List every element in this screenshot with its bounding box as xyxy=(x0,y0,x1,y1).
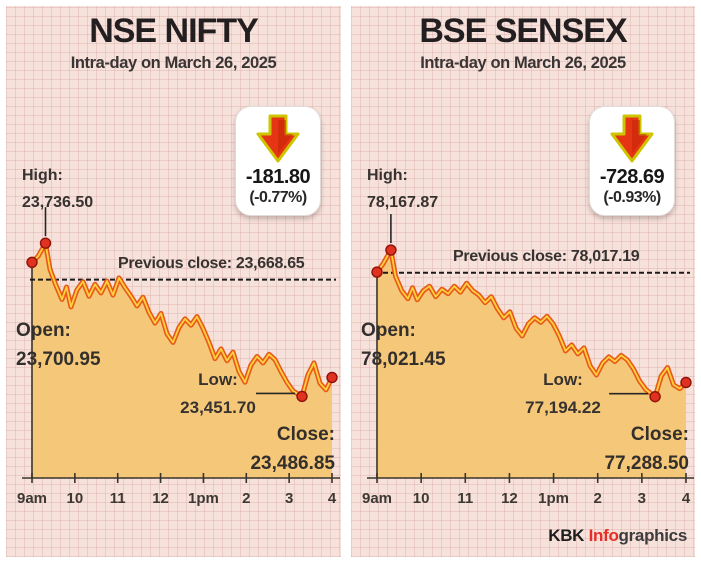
axis-tick-label: 11 xyxy=(110,490,126,507)
price-line-core xyxy=(376,249,687,398)
sensex-open-label: Open: 78,021.45 xyxy=(361,320,446,370)
close-marker xyxy=(326,371,338,384)
nifty-change-badge: -181.80 (-0.77%) xyxy=(235,106,321,216)
axis-tick-label: 12 xyxy=(152,490,169,507)
nifty-high-label: High: 23,736.50 xyxy=(22,167,94,211)
open-marker xyxy=(26,256,38,269)
high-marker xyxy=(385,244,397,256)
credit-info: Info xyxy=(588,526,619,545)
nifty-change-value: -181.80 xyxy=(245,166,311,188)
nifty-intraday-chart: 9am 10 11 12 1pm 2 3 4 xyxy=(17,207,340,507)
close-marker xyxy=(680,376,692,389)
low-marker xyxy=(649,390,661,403)
axis-tick-label: 2 xyxy=(242,490,250,507)
credit-graphics: graphics xyxy=(618,526,688,545)
sensex-intraday-chart: 9am 10 11 12 1pm 2 3 4 xyxy=(362,214,694,507)
sensex-title: BSE SENSEX xyxy=(419,12,627,50)
sensex-high-label: High: 78,167.87 xyxy=(367,167,439,211)
axis-tick-label: 10 xyxy=(413,490,430,507)
axis-tick-label: 12 xyxy=(501,490,518,507)
sensex-change-percent: (-0.93%) xyxy=(603,189,661,206)
axis-tick-label: 11 xyxy=(457,490,473,507)
nifty-open-label: Open: 23,700.95 xyxy=(16,320,101,370)
nifty-close-label: Close: 23,486.85 xyxy=(250,424,335,474)
nifty-subtitle: Intra-day on March 26, 2025 xyxy=(70,54,277,72)
axis-tick-label: 3 xyxy=(285,490,293,507)
axis-tick-label: 9am xyxy=(362,490,392,507)
area-fill xyxy=(32,243,332,478)
sensex-low-label: Low: 77,194.22 xyxy=(525,370,601,417)
down-arrow-icon xyxy=(610,114,654,163)
axis-tick-label: 9am xyxy=(17,490,47,507)
open-marker xyxy=(371,266,383,278)
kbk-infographics-credit: KBK Infographics xyxy=(548,526,687,546)
area-fill xyxy=(377,250,686,478)
axis-tick-label: 4 xyxy=(682,490,691,507)
axis-tick-label: 10 xyxy=(67,490,84,507)
sensex-close-label: Close: 77,288.50 xyxy=(604,424,689,474)
nifty-previous-close-label: Previous close: 23,668.65 xyxy=(118,255,305,272)
high-marker xyxy=(39,237,52,249)
axis-tick-label: 2 xyxy=(594,490,602,507)
price-line-core xyxy=(31,242,333,398)
sensex-subtitle: Intra-day on March 26, 2025 xyxy=(420,54,626,72)
axis-tick-label: 4 xyxy=(328,490,337,507)
low-marker xyxy=(296,390,308,403)
down-arrow-icon xyxy=(256,114,300,163)
nifty-change-percent: (-0.77%) xyxy=(249,189,307,206)
nifty-low-label: Low: 23,451.70 xyxy=(180,370,256,417)
axis-tick-label: 1pm xyxy=(538,490,569,507)
nifty-panel: 9am 10 11 12 1pm 2 3 4 NSE NIFTY Intra-day on M… xyxy=(6,6,341,557)
sensex-change-badge: -728.69 (-0.93%) xyxy=(589,106,675,216)
nifty-title: NSE NIFTY xyxy=(89,12,259,50)
credit-kbk: KBK xyxy=(548,526,589,545)
sensex-change-value: -728.69 xyxy=(599,166,665,188)
sensex-panel: 9am 10 11 12 1pm 2 3 4 BSE SENSEX Intra-day on … xyxy=(351,6,695,557)
sensex-previous-close-label: Previous close: 78,017.19 xyxy=(453,248,640,265)
axis-tick-label: 3 xyxy=(638,490,646,507)
axis-tick-label: 1pm xyxy=(188,490,219,507)
